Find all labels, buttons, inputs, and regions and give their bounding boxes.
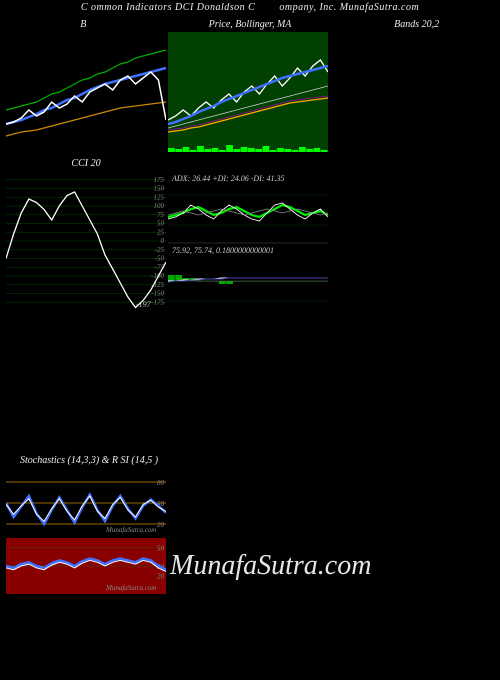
svg-text:20: 20 [157,572,165,580]
title-b: B [0,19,167,30]
spacer [0,311,500,451]
panel-cci: 1751501251007550250-25-50-75-100-125-150… [6,171,166,311]
row2: 1751501251007550250-25-50-75-100-125-150… [0,171,500,311]
svg-text:MunafaSutra.com: MunafaSutra.com [105,526,156,534]
svg-text:100: 100 [154,202,165,210]
header-left: C [81,2,88,13]
svg-text:175: 175 [154,176,165,184]
panel-stochastics: 805020MunafaSutra.com [6,468,166,538]
title-price: Price, Bollinger, MA [167,19,334,30]
svg-text:-25: -25 [155,246,165,254]
svg-text:125: 125 [154,193,165,201]
svg-text:75.92, 75.74, 0.1800000000001: 75.92, 75.74, 0.1800000000001 [172,246,274,255]
page-header: C ommon Indicators DCI Donaldson C ompan… [0,0,500,15]
svg-text:-150: -150 [151,290,164,298]
title-stochastics: Stochastics (14,3,3) & R SI (14,5 ) [0,451,500,468]
svg-text:-197: -197 [136,300,152,309]
panel-adx-macd: ADX: 26.44 +DI: 24.06 -DI: 41.35 75.92, 7… [168,171,328,311]
svg-text:MunafaSutra.com: MunafaSutra.com [105,584,156,592]
title-bands: Bands 20,2 [333,19,500,30]
panel-empty-right [330,32,490,152]
svg-text:150: 150 [154,185,165,193]
svg-text:50: 50 [157,544,165,552]
panel-bollinger-left [6,32,166,152]
svg-text:-175: -175 [151,298,164,306]
row1-titles: B Price, Bollinger, MA Bands 20,2 [0,15,500,32]
row2-titles: CCI 20 [0,154,500,171]
svg-text:80: 80 [157,479,165,487]
row1 [0,32,500,152]
panel-price-ma [168,32,328,152]
svg-text:0: 0 [161,237,165,245]
header-center: ommon Indicators DCI Donaldson C [91,2,255,13]
svg-text:20: 20 [157,521,165,529]
row3b: 503020MunafaSutra.com [0,538,500,594]
svg-text:50: 50 [157,220,165,228]
row3: 805020MunafaSutra.com [0,468,500,538]
svg-text:-50: -50 [155,255,165,263]
svg-text:75: 75 [157,211,165,219]
panel-rsi: 503020MunafaSutra.com [6,538,166,594]
svg-text:25: 25 [157,228,165,236]
title-cci: CCI 20 [6,154,166,171]
header-right: ompany, Inc. MunafaSutra.com [279,2,419,13]
svg-text:ADX: 26.44 +DI: 24.06 -DI: 4: ADX: 26.44 +DI: 24.06 -DI: 41.35 [171,174,285,183]
